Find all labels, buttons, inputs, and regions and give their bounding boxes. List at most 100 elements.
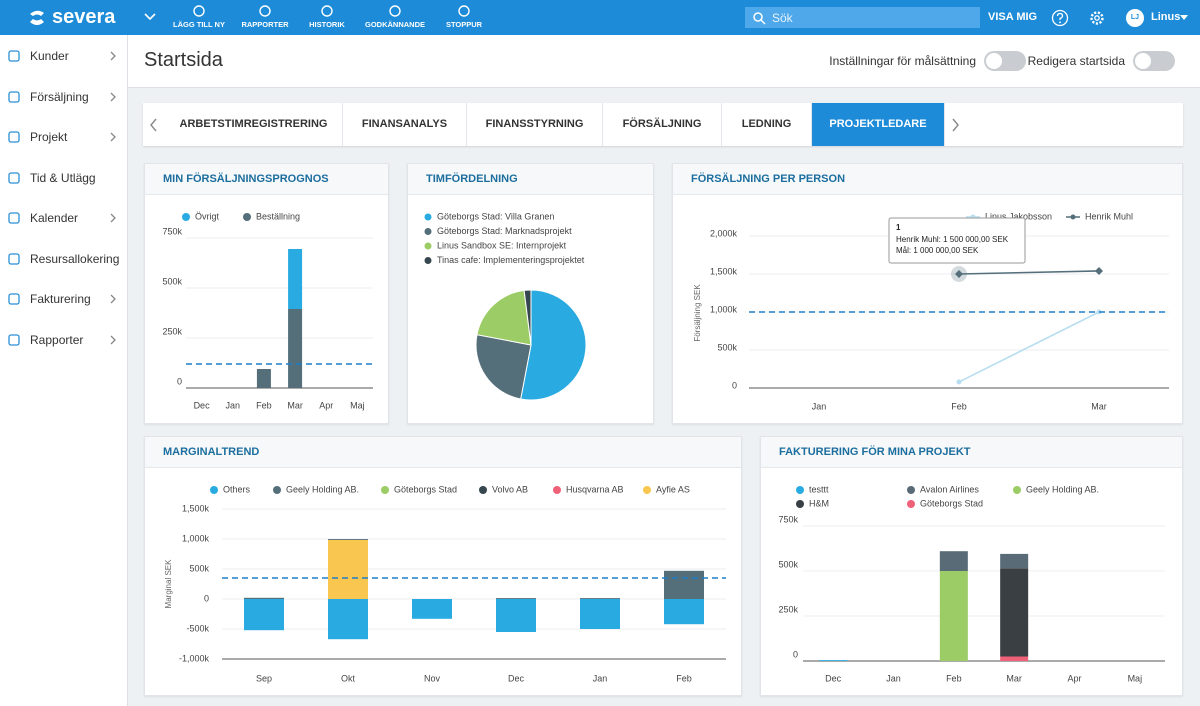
sidebar-item[interactable]: Försäljning (30, 89, 89, 104)
sidebar-item[interactable]: Tid & Utlägg (30, 170, 96, 185)
tab[interactable]: LEDNING (722, 103, 812, 146)
y-tick-label: 0 (177, 376, 182, 386)
bar (328, 539, 368, 599)
edit-toggle[interactable] (1133, 51, 1175, 71)
avatar[interactable]: LJ (1126, 9, 1144, 27)
sidebar-icon-shape (8, 50, 20, 62)
help-icon[interactable] (1051, 9, 1069, 27)
top-bar: severa Sök VISA MIG LJ Linus LÄGG TILL N… (0, 0, 1200, 35)
y-axis-label: Marginal SEK (164, 559, 173, 609)
x-tick-label: Feb (256, 400, 272, 410)
sidebar-item[interactable]: Projekt (30, 130, 68, 144)
tab[interactable]: ARBETSTIMREGISTRERING (165, 103, 343, 146)
tab-prev[interactable] (149, 118, 159, 132)
nav-icon[interactable] (457, 4, 471, 18)
sidebar-item[interactable]: Resursallokering (30, 251, 120, 266)
sidebar-icon (8, 333, 20, 346)
y-tick-label: -1,000k (179, 653, 210, 663)
sidebar-item[interactable]: Fakturering (30, 292, 91, 306)
nav-item[interactable]: GODKÄNNANDE (365, 20, 425, 29)
legend-label: Göteborgs Stad: Villa Granen (437, 211, 554, 221)
bar (256, 369, 271, 388)
x-tick-label: Jan (886, 673, 901, 683)
x-tick-label: Apr (319, 400, 333, 410)
nav-item[interactable]: RAPPORTER (241, 20, 289, 29)
y-tick-label: 500k (189, 563, 209, 573)
y-tick-label: 2,000k (710, 228, 738, 238)
legend-marker (182, 213, 190, 221)
nav-icon[interactable] (258, 4, 272, 18)
legend-label: Göteborgs Stad (920, 498, 983, 508)
legend-marker (796, 500, 804, 508)
tab[interactable]: PROJEKTLEDARE (812, 103, 945, 146)
nav-item[interactable]: LÄGG TILL NY (173, 20, 225, 29)
y-tick-label: 1,500k (182, 503, 210, 513)
sidebar-item[interactable]: Kalender (30, 211, 79, 225)
chart: Others Geely Holding AB. Göteborgs Stad Vol… (164, 484, 726, 683)
x-tick-label: Mar (1091, 401, 1107, 411)
nav-item[interactable]: STOPPUR (445, 20, 483, 29)
tooltip-title: 1 (896, 223, 901, 232)
user-caret (1180, 15, 1188, 20)
bar (1000, 553, 1029, 569)
sidebar-chevron (110, 92, 116, 101)
user-name[interactable]: Linus (1151, 11, 1181, 23)
x-tick-label: Maj (350, 400, 365, 410)
sidebar-icon (8, 252, 20, 265)
tab-bar: ARBETSTIMREGISTRERING FINANSANALYS FINANSS… (143, 103, 1183, 146)
sidebar-icon (8, 293, 20, 305)
y-tick-label: 0 (732, 380, 737, 390)
logo[interactable]: severa (52, 6, 116, 28)
legend-label: Göteborgs Stad: Marknadsprojekt (437, 226, 572, 236)
tab[interactable]: FÖRSÄLJNING (603, 103, 722, 146)
legend-label: Avalon Airlines (920, 484, 979, 494)
x-tick-label: Maj (1128, 673, 1143, 683)
chart: Linus Jakobsson Henrik Muhl 0 500k 1,000k 1,5… (693, 211, 1169, 411)
pie-slice (475, 334, 532, 400)
nav-icon[interactable] (388, 4, 402, 18)
x-tick-label: Feb (946, 673, 962, 683)
search-placeholder: Sök (772, 11, 793, 25)
legend-marker (1013, 486, 1021, 494)
nav-icon[interactable] (192, 4, 206, 18)
search-box[interactable]: Sök (745, 7, 980, 28)
bar (244, 597, 284, 599)
x-tick-label: Dec (508, 673, 525, 683)
y-tick-label: 250k (778, 604, 798, 614)
show-me[interactable]: VISA MIG (988, 11, 1038, 23)
bar (580, 599, 620, 629)
goal-settings-toggle[interactable] (984, 51, 1026, 71)
legend-marker (424, 228, 432, 235)
y-tick-label: 500k (778, 559, 798, 569)
nav-icon-shape (259, 5, 271, 17)
x-tick-label: Feb (951, 401, 967, 411)
bar (664, 599, 704, 625)
x-tick-label: Sep (256, 673, 272, 683)
y-tick-label: 1,500k (710, 266, 738, 276)
legend-marker (424, 242, 432, 250)
sidebar-item[interactable]: Rapporter (30, 332, 84, 347)
nav-icon[interactable] (320, 4, 334, 18)
x-tick-label: Mar (1006, 673, 1022, 683)
sidebar-item[interactable]: Kunder (30, 49, 69, 63)
y-tick-label: 750k (778, 514, 798, 524)
sidebar-icon-shape (8, 90, 20, 103)
nav-item[interactable]: HISTORIK (309, 20, 345, 29)
menu-chevron[interactable] (144, 12, 156, 22)
widget: FAKTURERING FÖR MINA PROJEKT testtt Avalon… (760, 436, 1183, 696)
legend-marker (424, 257, 432, 264)
tab[interactable]: FINANSANALYS (343, 103, 467, 146)
widget: MARGINALTREND Others Geely Holding AB. Göte… (144, 436, 742, 696)
sidebar-icon (8, 90, 20, 103)
sidebar-icon (8, 212, 20, 224)
tab[interactable]: FINANSSTYRNING (467, 103, 603, 146)
legend-marker (643, 486, 651, 494)
settings-icon[interactable] (1088, 9, 1106, 27)
bar (496, 599, 536, 632)
point (1095, 266, 1103, 275)
pie-slice (520, 289, 587, 401)
tab-next[interactable] (950, 118, 960, 132)
sidebar-chevron (110, 51, 116, 61)
legend-label: Övrigt (195, 211, 220, 221)
widget-header: MIN FÖRSÄLJNINGSPROGNOS (145, 164, 388, 195)
